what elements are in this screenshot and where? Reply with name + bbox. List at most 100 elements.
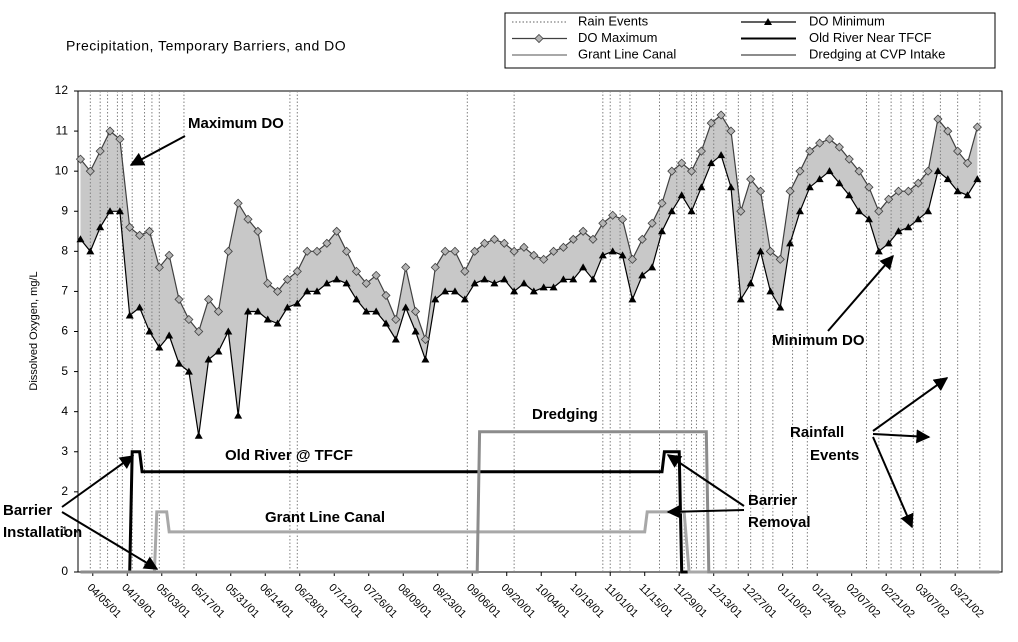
marker [184, 367, 193, 375]
marker [696, 146, 706, 156]
marker [845, 191, 854, 199]
y-tick-label: 12 [55, 83, 69, 97]
marker [598, 218, 608, 228]
y-tick-label: 1 [61, 524, 68, 538]
marker [411, 327, 420, 335]
marker [253, 226, 263, 236]
marker [332, 226, 342, 236]
marker [135, 230, 145, 240]
marker [579, 263, 588, 271]
marker [332, 275, 341, 283]
series-line [80, 510, 1000, 574]
marker [854, 166, 864, 176]
marker [588, 275, 597, 283]
y-tick-label: 6 [61, 324, 68, 338]
marker [184, 314, 194, 325]
marker [213, 306, 224, 317]
marker [815, 175, 824, 183]
marker [569, 275, 578, 283]
annotation-arrow [872, 429, 931, 444]
marker [273, 319, 282, 327]
annotation-arrow [827, 254, 894, 332]
marker [608, 247, 617, 255]
series-line [80, 430, 1000, 574]
marker [913, 178, 923, 188]
marker [352, 295, 361, 303]
y-tick-label: 8 [61, 244, 68, 258]
marker [648, 263, 657, 271]
y-tick-label: 11 [56, 123, 69, 137]
marker [391, 314, 401, 325]
range-band [80, 115, 978, 436]
marker [401, 303, 410, 311]
marker [775, 254, 785, 264]
marker [489, 234, 499, 244]
marker [441, 287, 450, 295]
annotation: Installation [3, 524, 82, 541]
marker [766, 287, 775, 295]
marker [953, 146, 963, 156]
y-tick-label: 7 [61, 284, 68, 298]
marker [914, 215, 923, 223]
marker [677, 191, 686, 199]
annotation: Events [810, 447, 859, 464]
marker [283, 303, 292, 311]
marker [361, 278, 371, 288]
annotation-arrow [61, 455, 135, 508]
annotation-arrow [666, 454, 745, 507]
marker [144, 226, 155, 236]
marker [628, 295, 637, 303]
marker [431, 295, 440, 303]
marker [716, 110, 726, 120]
marker [903, 186, 913, 196]
marker [342, 246, 352, 256]
marker [529, 287, 538, 295]
marker [726, 126, 736, 136]
marker [972, 122, 982, 132]
marker [736, 295, 745, 303]
marker [835, 179, 844, 187]
marker [647, 218, 657, 228]
marker [282, 274, 293, 284]
marker [578, 226, 588, 236]
marker [677, 158, 687, 168]
marker [697, 183, 706, 191]
marker [155, 343, 164, 351]
marker [618, 251, 627, 259]
marker [273, 286, 283, 296]
marker [805, 146, 815, 156]
marker [667, 207, 676, 215]
chart-title: Precipitation, Temporary Barriers, and D… [66, 38, 346, 54]
marker [795, 207, 804, 215]
annotation-arrow [129, 135, 186, 166]
marker [756, 247, 765, 255]
marker [145, 327, 154, 335]
marker [864, 182, 874, 192]
marker [785, 186, 795, 196]
marker [667, 166, 677, 176]
marker [726, 183, 735, 191]
marker [470, 279, 479, 287]
marker [510, 287, 519, 295]
marker [509, 246, 519, 256]
marker [844, 154, 854, 164]
marker [855, 207, 864, 215]
marker [795, 166, 805, 176]
marker [480, 275, 489, 283]
marker [391, 335, 400, 343]
annotation: Removal [748, 514, 811, 531]
marker [224, 327, 233, 335]
marker [539, 283, 548, 291]
marker [549, 283, 558, 291]
marker [933, 167, 942, 175]
marker [76, 235, 85, 243]
marker [588, 234, 598, 244]
marker [401, 262, 411, 272]
marker [864, 215, 873, 223]
y-tick-label: 0 [61, 564, 68, 578]
marker [519, 242, 529, 252]
marker [529, 250, 539, 260]
y-tick-label: 4 [61, 404, 68, 418]
marker [351, 266, 361, 276]
marker [194, 431, 203, 439]
